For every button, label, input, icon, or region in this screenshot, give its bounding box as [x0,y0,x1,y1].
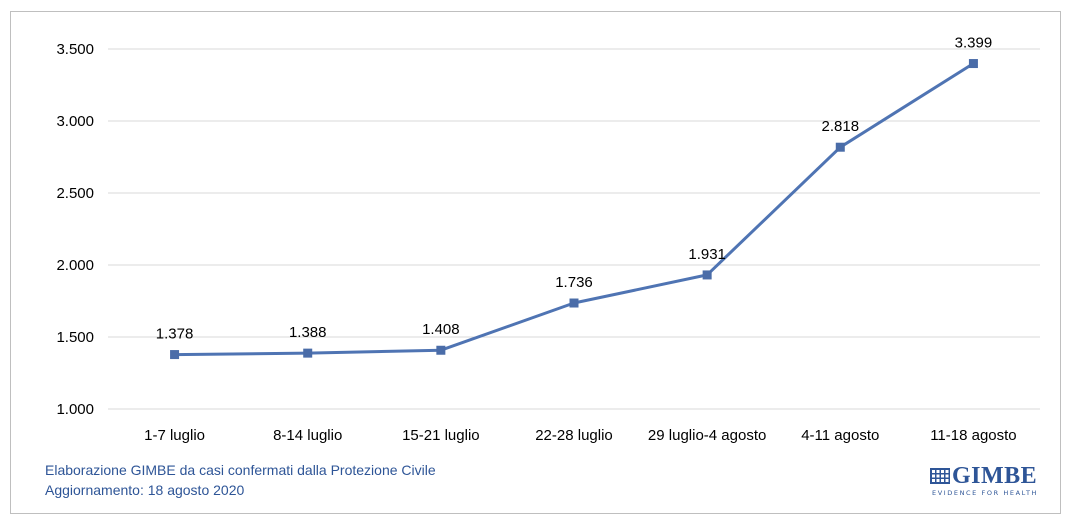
data-label: 3.399 [955,35,993,52]
y-tick-label: 1.000 [56,401,94,418]
data-label: 1.408 [422,321,460,338]
data-point-marker [702,270,712,280]
data-point-marker [170,350,180,360]
y-tick-label: 3.000 [56,113,94,130]
y-axis-tick-labels: 1.000 1.500 2.000 2.500 3.000 3.500 [56,41,94,418]
series-markers [170,59,978,360]
y-tick-label: 2.500 [56,185,94,202]
data-point-marker [436,345,446,355]
logo-name: GIMBE [952,463,1038,489]
y-tick-label: 2.000 [56,257,94,274]
data-point-marker [569,298,579,308]
series-line-path [174,62,975,357]
x-tick-label: 4-11 agosto [801,427,879,444]
source-note: Elaborazione GIMBE da casi confermati da… [45,460,436,500]
data-point-marker [968,59,978,69]
data-point-marker [835,142,845,152]
grid-mark-icon [930,468,950,484]
x-tick-label: 29 luglio-4 agosto [648,427,766,444]
x-tick-label: 1-7 luglio [144,427,205,444]
chart-frame [10,11,1061,514]
data-label: 2.818 [822,118,860,135]
data-label: 1.931 [688,246,726,263]
x-tick-label: 22-28 luglio [535,427,613,444]
x-tick-label: 15-21 luglio [402,427,480,444]
data-point-marker [303,348,313,358]
gimbe-logo: GIMBE EVIDENCE FOR HEALTH [930,462,1038,498]
x-tick-label: 8-14 luglio [273,427,342,444]
y-tick-label: 3.500 [56,41,94,58]
source-line-1: Elaborazione GIMBE da casi confermati da… [45,462,436,478]
x-axis-tick-labels: 1-7 luglio 8-14 luglio 15-21 luglio 22-28 l… [144,427,1017,444]
series-line [174,62,975,357]
x-tick-label: 11-18 agosto [930,427,1016,444]
data-label: 1.388 [289,324,327,341]
source-line-2: Aggiornamento: 18 agosto 2020 [45,482,245,498]
data-label: 1.736 [555,274,593,291]
logo-tagline: EVIDENCE FOR HEALTH [932,489,1039,497]
gridlines [108,48,1040,410]
data-label: 1.378 [156,326,194,343]
y-tick-label: 1.500 [56,329,94,346]
data-labels: 1.378 1.388 1.408 1.736 1.931 2.818 3.399 [156,35,992,343]
